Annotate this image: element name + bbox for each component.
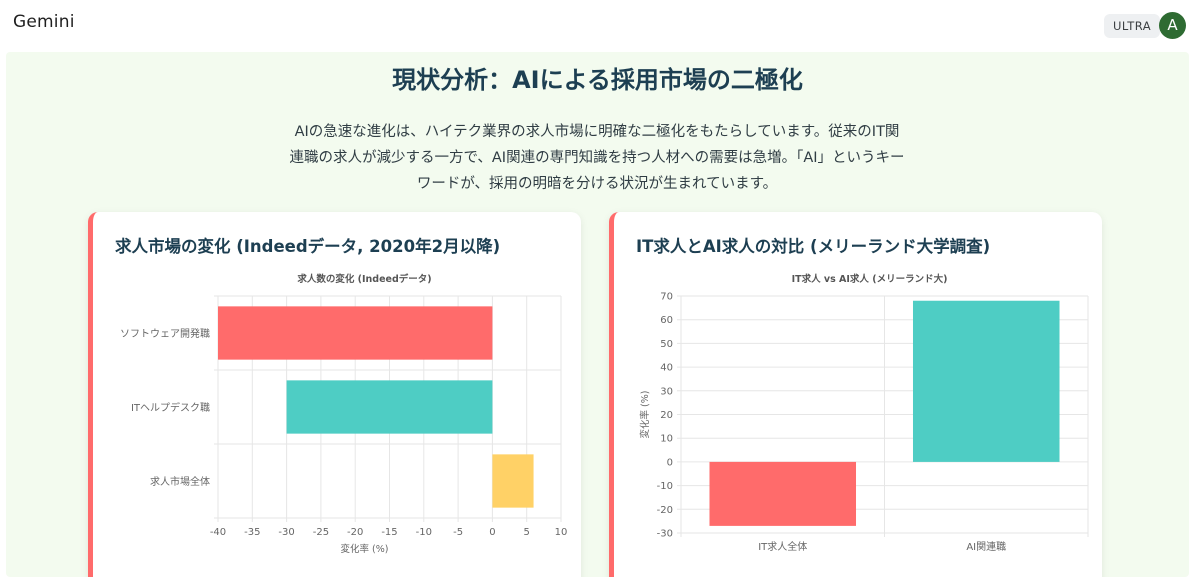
bar — [286, 380, 493, 434]
y-tick-label: 60 — [660, 315, 673, 326]
section-title: 現状分析：AIによる採用市場の二極化 — [392, 66, 803, 94]
bar — [709, 461, 857, 526]
y-tick-label: -10 — [657, 481, 673, 492]
x-tick-label: 5 — [524, 527, 530, 538]
x-tick-label: -10 — [416, 527, 432, 538]
canvas-panel: 現状分析：AIによる採用市場の二極化 AIの急速な進化は、ハイテク業界の求人市場… — [6, 52, 1189, 577]
x-tick-label: AI関連職 — [966, 540, 1006, 553]
x-axis-title: 変化率 (%) — [341, 543, 389, 555]
y-tick-label: 10 — [660, 434, 673, 445]
x-tick-label: IT求人全体 — [758, 540, 807, 553]
y-tick-label: ソフトウェア開発職 — [120, 327, 210, 340]
x-tick-label: -40 — [210, 527, 226, 538]
x-tick-label: 0 — [489, 527, 495, 538]
avatar[interactable]: A — [1159, 12, 1186, 39]
job-change-chart: 求人数の変化 (Indeedデータ) -40 -35 -30 -25 -20 -15 -10 -… — [120, 273, 568, 555]
x-tick-label: -25 — [313, 527, 329, 538]
x-tick-label: -30 — [278, 527, 294, 538]
card-title: IT求人とAI求人の対比 (メリーランド大学調査) — [636, 237, 991, 256]
x-tick-label: -15 — [381, 527, 397, 538]
intro-line: 連職の求人が減少する一方で、AI関連の専門知識を持つ人材への需要は急増。「AI」… — [289, 150, 905, 166]
y-tick-label: 求人市場全体 — [150, 475, 210, 488]
top-bar: Gemini ULTRA A — [0, 0, 1200, 50]
y-tick-label: 0 — [667, 457, 673, 468]
y-tick-label: 50 — [660, 339, 673, 350]
y-tick-label: 20 — [660, 410, 673, 421]
y-tick-label: ITヘルプデスク職 — [131, 401, 210, 414]
y-tick-label: -30 — [657, 529, 673, 540]
chart-title: 求人数の変化 (Indeedデータ) — [297, 273, 431, 285]
bar — [218, 306, 493, 360]
y-tick-label: 30 — [660, 386, 673, 397]
y-axis-title: 変化率 (%) — [639, 391, 651, 439]
section-intro: AIの急速な進化は、ハイテク業界の求人市場に明確な二極化をもたらしています。従来… — [277, 119, 917, 197]
intro-line: ワードが、採用の明暗を分ける状況が生まれています。 — [416, 176, 778, 192]
x-tick-label: -5 — [453, 527, 463, 538]
plan-badge: ULTRA — [1104, 14, 1161, 38]
y-tick-label: -20 — [657, 505, 673, 516]
y-tick-label: 40 — [660, 363, 673, 374]
y-tick-label: 70 — [660, 292, 673, 303]
app-brand[interactable]: Gemini — [13, 12, 75, 32]
x-tick-label: -35 — [244, 527, 260, 538]
it-vs-ai-card: IT求人とAI求人の対比 (メリーランド大学調査) IT求人 vs AI求人 (… — [609, 212, 1102, 577]
chart-title: IT求人 vs AI求人 (メリーランド大) — [792, 273, 948, 285]
bar — [492, 454, 534, 508]
x-tick-label: -20 — [347, 527, 363, 538]
intro-line: AIの急速な進化は、ハイテク業界の求人市場に明確な二極化をもたらしています。従来… — [294, 124, 900, 140]
job-market-card: 求人市場の変化 (Indeedデータ, 2020年2月以降) 求人数の変化 (I… — [88, 212, 581, 577]
card-title: 求人市場の変化 (Indeedデータ, 2020年2月以降) — [115, 237, 501, 256]
bar — [912, 300, 1060, 462]
it-ai-comparison-chart: IT求人 vs AI求人 (メリーランド大) -30 -20 -10 0 10 20 30 40… — [639, 273, 1089, 553]
x-tick-label: 10 — [555, 527, 568, 538]
